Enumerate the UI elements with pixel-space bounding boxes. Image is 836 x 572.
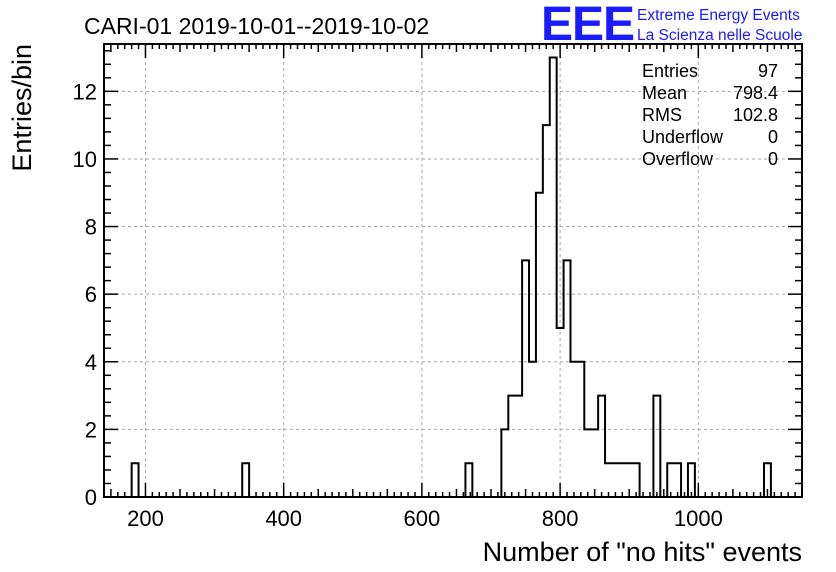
stats-label: Mean: [642, 83, 687, 103]
x-tick-label: 200: [127, 506, 164, 531]
stats-value: 97: [758, 61, 778, 81]
stats-box: Entries 97 Mean 798.4 RMS 102.8 Underflow 0 Over…: [642, 61, 778, 169]
y-tick-label: 0: [85, 485, 97, 510]
y-axis-title: Entries/bin: [7, 44, 37, 172]
y-tick-label: 12: [73, 79, 97, 104]
y-tick-label: 10: [73, 147, 97, 172]
eee-logo: EEE Extreme Energy Events La Scienza nel…: [541, 0, 802, 51]
stats-value: 102.8: [733, 105, 778, 125]
y-tick-label: 2: [85, 417, 97, 442]
stats-value: 0: [768, 149, 778, 169]
histogram-step: [762, 462, 772, 497]
x-tick-label: 400: [265, 506, 302, 531]
x-tick-label: 1000: [674, 506, 723, 531]
histogram-step: [464, 462, 474, 497]
histogram-step: [686, 462, 696, 497]
histogram-step: [500, 56, 641, 497]
stats-label: RMS: [642, 105, 682, 125]
stats-label: Underflow: [642, 127, 724, 147]
chart-title: CARI-01 2019-10-01--2019-10-02: [84, 13, 429, 39]
y-axis-ticks: 0 2 4 6 8 10 12: [73, 50, 802, 510]
y-tick-label: 4: [85, 350, 97, 375]
stats-label: Overflow: [642, 149, 714, 169]
logo-mark: EEE: [541, 0, 634, 51]
logo-line-2: La Scienza nelle Scuole: [637, 27, 802, 44]
plot-frame: [103, 43, 803, 498]
stats-value: 798.4: [733, 83, 778, 103]
histogram-step: [666, 462, 683, 497]
stats-value: 0: [768, 127, 778, 147]
histogram-step: [130, 462, 140, 497]
y-tick-label: 8: [85, 215, 97, 240]
histogram-step: [652, 394, 662, 497]
x-tick-label: 600: [404, 506, 441, 531]
histogram-bars: [130, 56, 772, 497]
x-axis-ticks: 200 400 600 800 1000: [110, 44, 803, 531]
histogram-step: [241, 462, 251, 497]
stats-label: Entries: [642, 61, 698, 81]
y-tick-label: 6: [85, 282, 97, 307]
x-axis-title: Number of "no hits" events: [483, 537, 802, 567]
grid-lines: [104, 44, 802, 497]
x-tick-label: 800: [542, 506, 579, 531]
logo-line-1: Extreme Energy Events: [637, 7, 800, 24]
